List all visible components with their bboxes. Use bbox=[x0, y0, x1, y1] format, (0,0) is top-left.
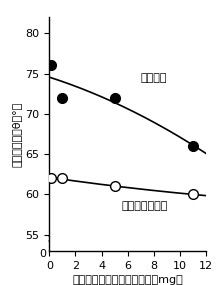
Text: アルカリ現像液: アルカリ現像液 bbox=[121, 201, 168, 211]
Y-axis label: 純水接触角　θ（°）: 純水接触角 θ（°） bbox=[11, 101, 21, 166]
X-axis label: レジスト膜中の残留溢剤量（mg）: レジスト膜中の残留溢剤量（mg） bbox=[72, 275, 183, 285]
Text: 純水処理: 純水処理 bbox=[141, 73, 167, 83]
Text: 0: 0 bbox=[39, 249, 46, 259]
